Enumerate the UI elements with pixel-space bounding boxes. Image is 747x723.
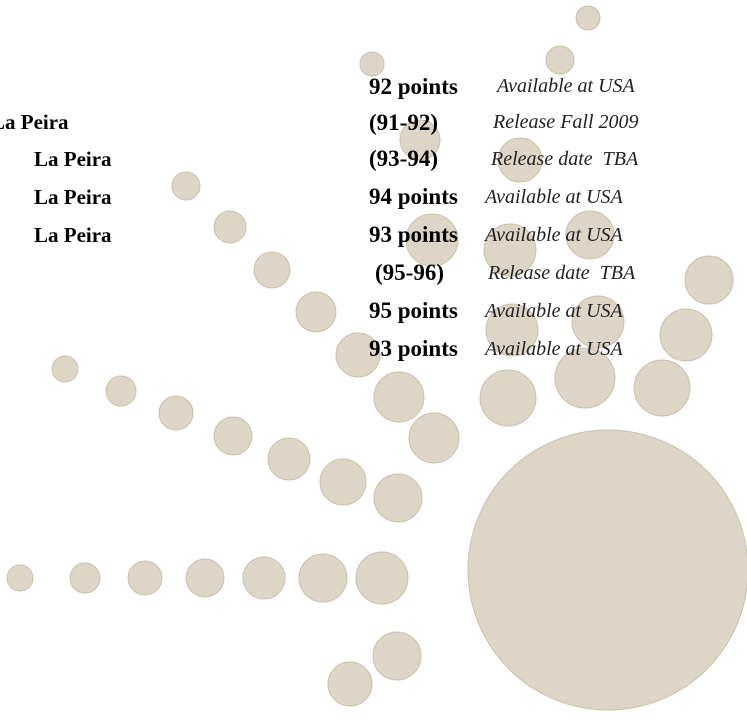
- rating: 93 points: [369, 337, 458, 360]
- wine-name: La Peira: [34, 225, 112, 246]
- page: La Peira La Peira La Peira La Peira 92 p…: [0, 0, 747, 723]
- availability: Release Fall 2009: [493, 112, 639, 132]
- availability: Release date TBA: [488, 263, 635, 283]
- rating: (93-94): [369, 147, 438, 170]
- availability: Available at USA: [485, 301, 623, 321]
- decorative-circles: [0, 0, 747, 723]
- availability: Available at USA: [485, 187, 623, 207]
- rating: (91-92): [369, 111, 438, 134]
- rating: 94 points: [369, 185, 458, 208]
- availability: Available at USA: [485, 225, 623, 245]
- availability: Release date TBA: [491, 149, 638, 169]
- wine-name: La Peira: [34, 149, 112, 170]
- availability: Available at USA: [497, 76, 635, 96]
- wine-name: La Peira: [34, 187, 112, 208]
- rating: 95 points: [369, 299, 458, 322]
- rating: (95-96): [375, 261, 444, 284]
- rating: 92 points: [369, 75, 458, 98]
- availability: Available at USA: [485, 339, 623, 359]
- rating: 93 points: [369, 223, 458, 246]
- wine-name: La Peira: [0, 112, 69, 133]
